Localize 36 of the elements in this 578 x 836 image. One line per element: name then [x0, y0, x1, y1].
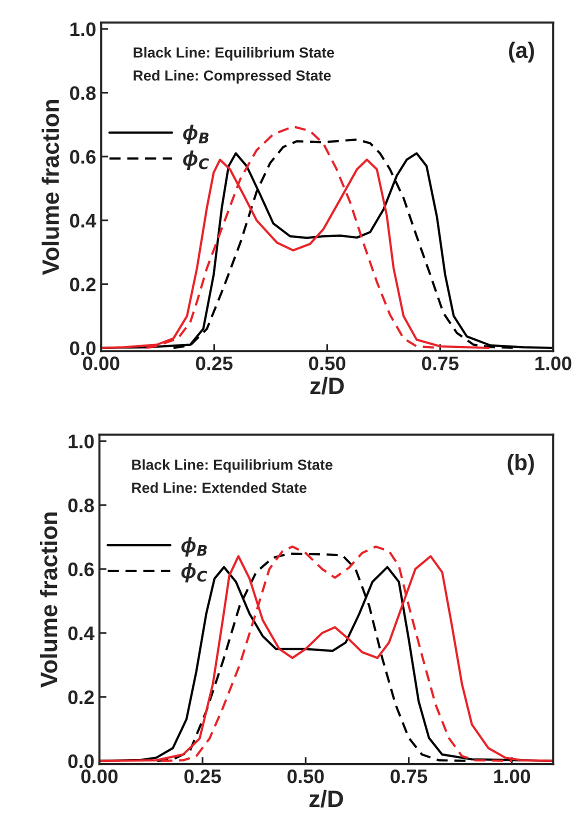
annotation: (b) — [508, 454, 534, 475]
x-tick-label: 1.00 — [494, 769, 530, 784]
y-tick-label: 1.0 — [68, 434, 94, 448]
y-tick-label: 0.6 — [68, 562, 94, 576]
x-axis-title: z/D — [310, 376, 344, 394]
x-tick-label: 0.50 — [308, 356, 346, 370]
y-tick-label: 0.4 — [68, 626, 94, 640]
y-tick-label: 0.2 — [70, 278, 96, 292]
legend-label: ϕ$_{C}$ — [183, 150, 209, 170]
x-tick-label: 0.00 — [81, 769, 118, 784]
y-tick-label: 0.0 — [70, 341, 96, 356]
x-tick-label: 0.25 — [184, 769, 221, 784]
annotation: Red Line: Extended State — [132, 482, 307, 493]
y-tick-label: 0.4 — [70, 214, 96, 228]
y-tick-label: 1.0 — [70, 22, 96, 36]
legend-label: ϕ$_{B}$ — [181, 537, 207, 557]
y-tick-label: 0.0 — [68, 754, 94, 768]
y-tick-label: 0.8 — [70, 86, 96, 100]
x-tick-label: 0.75 — [390, 769, 428, 784]
legend-label: ϕ$_{C}$ — [181, 563, 208, 582]
x-tick-label: 0.25 — [196, 356, 233, 370]
annotation: (a) — [509, 42, 534, 62]
y-axis-title: Volume fraction — [42, 100, 60, 276]
legend-label: ϕ$_{B}$ — [183, 124, 209, 144]
x-tick-label: 1.00 — [535, 356, 572, 370]
annotation: Red Line: Compressed State — [134, 70, 331, 84]
annotation: Black Line: Equilibrium State — [134, 46, 334, 61]
y-tick-label: 0.2 — [68, 690, 94, 704]
x-tick-label: 0.75 — [422, 356, 459, 370]
y-axis-title: Volume fraction — [40, 512, 58, 688]
y-tick-label: 0.8 — [68, 498, 94, 512]
x-tick-label: 0.50 — [288, 769, 324, 784]
annotation: Black Line: Equilibrium State — [132, 459, 332, 473]
x-tick-label: 0.00 — [83, 356, 120, 370]
x-axis-title: z/D — [310, 790, 343, 808]
y-tick-label: 0.6 — [70, 150, 96, 164]
